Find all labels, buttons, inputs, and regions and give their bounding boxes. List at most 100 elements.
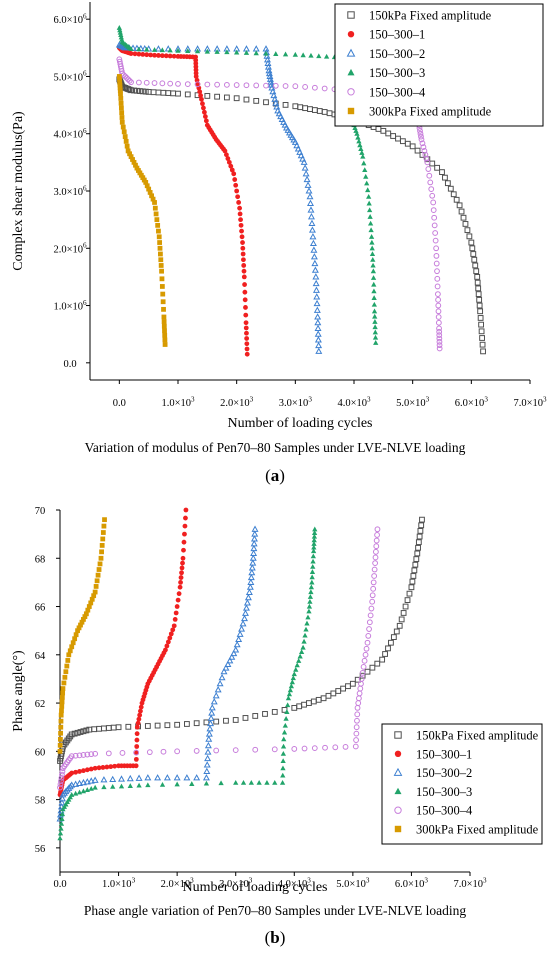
data-point [315, 696, 322, 703]
data-point [325, 692, 332, 699]
data-point [369, 245, 375, 251]
data-point [234, 188, 240, 194]
data-point [58, 730, 63, 736]
data-point [164, 45, 172, 52]
data-point [100, 536, 106, 542]
data-point [228, 163, 234, 169]
data-point [67, 648, 73, 654]
data-point [161, 314, 167, 320]
data-point [478, 328, 485, 335]
data-point [435, 319, 442, 326]
data-point [233, 640, 241, 648]
data-point [475, 291, 482, 297]
data-point [288, 683, 294, 689]
data-point [253, 50, 259, 56]
data-point [293, 141, 301, 149]
data-point [154, 217, 160, 223]
data-point [75, 628, 80, 634]
data-point [134, 87, 140, 94]
data-point [155, 222, 161, 228]
data-point [428, 186, 435, 192]
data-point [181, 547, 186, 553]
data-point [127, 151, 132, 157]
data-point [89, 596, 95, 602]
data-point [80, 728, 87, 735]
data-point [155, 89, 162, 96]
data-point [76, 625, 82, 631]
data-point [136, 716, 142, 722]
data-point [133, 162, 138, 168]
data-point [250, 535, 258, 542]
data-point [85, 607, 91, 613]
data-point [160, 89, 167, 96]
data-point [432, 230, 439, 236]
data-point [184, 81, 191, 87]
data-point [136, 51, 142, 57]
data-point [321, 85, 328, 92]
data-point [88, 766, 94, 772]
data-point [60, 806, 66, 812]
legend: 150kPa Fixed amplitude 150–300–1 150–300–2… [381, 723, 543, 845]
data-point [248, 568, 256, 576]
data-point [199, 96, 204, 102]
data-point [291, 671, 297, 677]
data-point [72, 636, 78, 642]
data-point [132, 51, 138, 57]
data-point [156, 53, 161, 58]
data-point [130, 157, 135, 162]
data-point [471, 256, 478, 263]
data-point [92, 784, 98, 790]
data-point [241, 268, 247, 274]
legend-label: 150kPa Fixed amplitude [369, 9, 492, 23]
data-point [222, 148, 228, 154]
data-point [181, 539, 187, 545]
data-point [307, 212, 315, 220]
data-point [100, 765, 106, 770]
data-point [163, 774, 171, 781]
data-point [418, 133, 424, 140]
data-point [442, 174, 448, 181]
data-point [59, 771, 65, 778]
series-6 [116, 74, 168, 347]
data-point [372, 324, 378, 330]
data-point [105, 725, 112, 731]
data-point [367, 220, 374, 226]
data-point [294, 145, 302, 152]
data-point [361, 657, 368, 664]
data-point [131, 159, 137, 165]
data-point [136, 46, 142, 52]
data-point [125, 723, 132, 730]
data-point [119, 36, 125, 42]
data-point [369, 592, 376, 599]
data-point [118, 783, 125, 789]
legend-label: 300kPa Fixed amplitude [416, 823, 539, 837]
data-point [349, 680, 356, 687]
data-point [312, 279, 320, 287]
data-point [316, 53, 322, 59]
data-point [77, 769, 82, 774]
data-point [372, 334, 379, 340]
data-point [418, 522, 425, 529]
legend-label: 150–300–3 [369, 66, 425, 80]
data-point [125, 86, 132, 92]
data-point [252, 713, 259, 719]
data-point [292, 103, 299, 110]
data-point [71, 730, 78, 737]
data-point [119, 110, 125, 116]
data-point [243, 96, 250, 103]
data-point [163, 647, 168, 653]
data-point [77, 729, 84, 735]
data-point [118, 32, 124, 37]
data-point [372, 560, 379, 566]
data-point [281, 729, 288, 735]
data-point [117, 76, 122, 82]
data-point [301, 164, 309, 171]
data-point [415, 544, 421, 551]
data-point [232, 177, 238, 182]
data-point [118, 91, 123, 97]
data-point [263, 99, 269, 106]
data-point [456, 202, 463, 209]
data-point [280, 765, 286, 771]
data-point [57, 742, 63, 748]
x-tick-label: 1.0×103 [102, 876, 136, 890]
